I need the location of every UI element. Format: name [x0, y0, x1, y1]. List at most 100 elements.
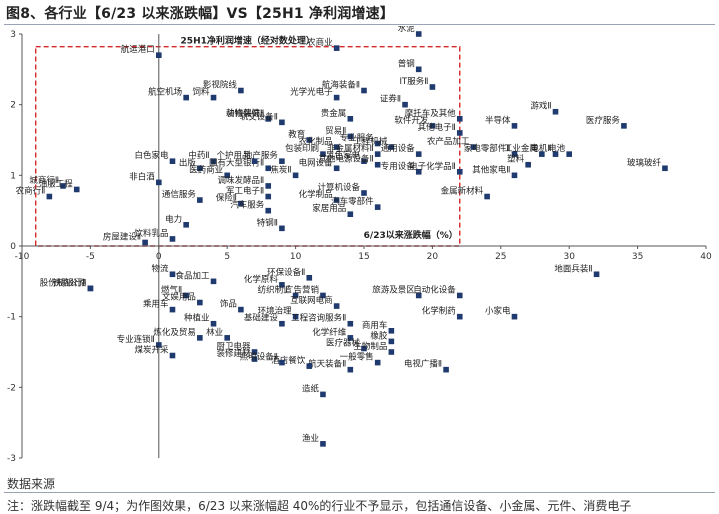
point-label: 轨交设备Ⅱ — [240, 111, 278, 122]
data-point — [333, 197, 340, 203]
x-tick-label: 25 — [495, 252, 506, 262]
data-point — [552, 108, 559, 115]
point-label: 地面兵装Ⅱ — [554, 263, 592, 274]
data-point — [347, 133, 354, 140]
y-tick-label: -1 — [7, 313, 16, 323]
point-label: 其他电子Ⅱ — [418, 122, 456, 133]
point-label: 通信服务 — [162, 189, 197, 200]
point-label: 医疗器械 — [326, 337, 361, 348]
point-label: 出版 — [179, 157, 197, 168]
point-label: 教育 — [288, 129, 305, 140]
y-axis-title: 25H1净利润增速（经对数处理） — [181, 35, 315, 47]
y-tick-label: -3 — [7, 454, 16, 464]
point-label: 特钢Ⅱ — [257, 217, 278, 228]
data-point — [306, 275, 313, 281]
point-label: 照明设备Ⅱ — [240, 352, 278, 363]
y-tick-label: 1 — [10, 171, 16, 181]
data-point — [306, 363, 313, 369]
data-point — [238, 306, 244, 313]
data-point — [347, 366, 354, 373]
point-label: 航空机场 — [148, 87, 182, 98]
y-tick-label: 0 — [10, 242, 16, 252]
point-label: 文娱用品 — [162, 292, 196, 303]
data-point — [265, 165, 272, 172]
point-label: 铁路公路 — [52, 277, 87, 288]
x-tick-label: 10 — [290, 252, 302, 262]
data-point — [320, 151, 326, 157]
point-label: 广告营销 — [285, 284, 320, 295]
data-point — [87, 285, 94, 292]
data-point — [320, 391, 326, 398]
data-point — [429, 123, 436, 129]
point-label: 环境治理 — [258, 306, 293, 317]
point-label: 其他电源设备Ⅱ — [318, 154, 373, 165]
point-label: 农化制品 — [299, 136, 333, 147]
point-label: 军工电子Ⅱ — [226, 186, 264, 197]
data-point — [292, 313, 299, 320]
data-point — [251, 356, 258, 362]
data-point — [415, 66, 422, 73]
point-label: 种植业 — [184, 313, 210, 324]
bottom-divider — [4, 492, 715, 493]
data-point — [511, 172, 518, 179]
point-label: 半导体 — [485, 115, 511, 126]
point-label: 个护用品 — [217, 150, 251, 161]
data-point — [593, 271, 600, 278]
point-label: 光学光电子 — [290, 87, 333, 98]
data-point — [539, 151, 545, 157]
data-point — [238, 87, 244, 94]
data-point — [470, 144, 477, 150]
data-point — [361, 158, 367, 164]
point-label: 家电零部件Ⅱ — [464, 143, 511, 154]
data-point — [347, 335, 354, 341]
data-point — [511, 123, 518, 129]
data-point — [279, 158, 285, 164]
data-point — [374, 140, 381, 147]
point-label: 电网设备 — [299, 157, 334, 168]
data-point — [169, 236, 176, 242]
point-label: 工程咨询服务Ⅱ — [291, 313, 346, 324]
point-label: 化学原料 — [244, 274, 279, 285]
data-point — [374, 359, 381, 366]
point-label: 软件开发 — [394, 115, 429, 126]
footnote: 注：涨跌幅截至 9/4；为作图效果，6/23 以来涨幅超 40%的行业不予显示，… — [7, 499, 632, 513]
data-point — [484, 193, 490, 200]
point-label: 农商业 — [307, 37, 333, 48]
point-label: 游戏Ⅱ — [530, 101, 551, 112]
data-point — [456, 116, 463, 122]
y-tick-label: 3 — [10, 30, 16, 40]
point-label: 专业连锁Ⅱ — [117, 334, 155, 345]
point-label: 其他家电Ⅱ — [472, 164, 510, 175]
point-label: 证券Ⅱ — [380, 94, 401, 105]
point-label: 专业服务 — [340, 133, 375, 144]
data-point — [279, 225, 285, 232]
data-point — [265, 193, 272, 200]
y-tick-label: 2 — [10, 101, 16, 111]
point-label: 汽车零部件 — [331, 196, 374, 207]
x-tick-label: 30 — [563, 252, 575, 262]
x-tick-label: 20 — [427, 252, 439, 262]
data-point — [456, 169, 463, 175]
point-label: 工程机械 — [353, 136, 388, 147]
data-point — [566, 151, 572, 157]
point-label: 橡胶 — [370, 330, 388, 341]
data-point — [388, 144, 395, 150]
point-label: 航海装备Ⅱ — [322, 80, 360, 91]
data-point — [279, 282, 285, 288]
data-point — [169, 306, 176, 313]
data-point — [265, 183, 272, 189]
point-label: 计算机设备 — [317, 182, 360, 193]
data-point — [265, 116, 272, 122]
data-point — [429, 84, 436, 90]
point-label: 互联网电商 — [290, 295, 333, 306]
data-point — [320, 292, 326, 299]
point-label: 饮料乳品 — [134, 228, 168, 239]
point-label: 纺织制造 — [258, 284, 293, 295]
data-point — [156, 342, 162, 348]
point-label: 燃气Ⅱ — [161, 284, 182, 295]
data-point — [210, 278, 217, 285]
point-label: 摩托车及其他 — [405, 108, 457, 119]
data-point — [415, 292, 422, 299]
